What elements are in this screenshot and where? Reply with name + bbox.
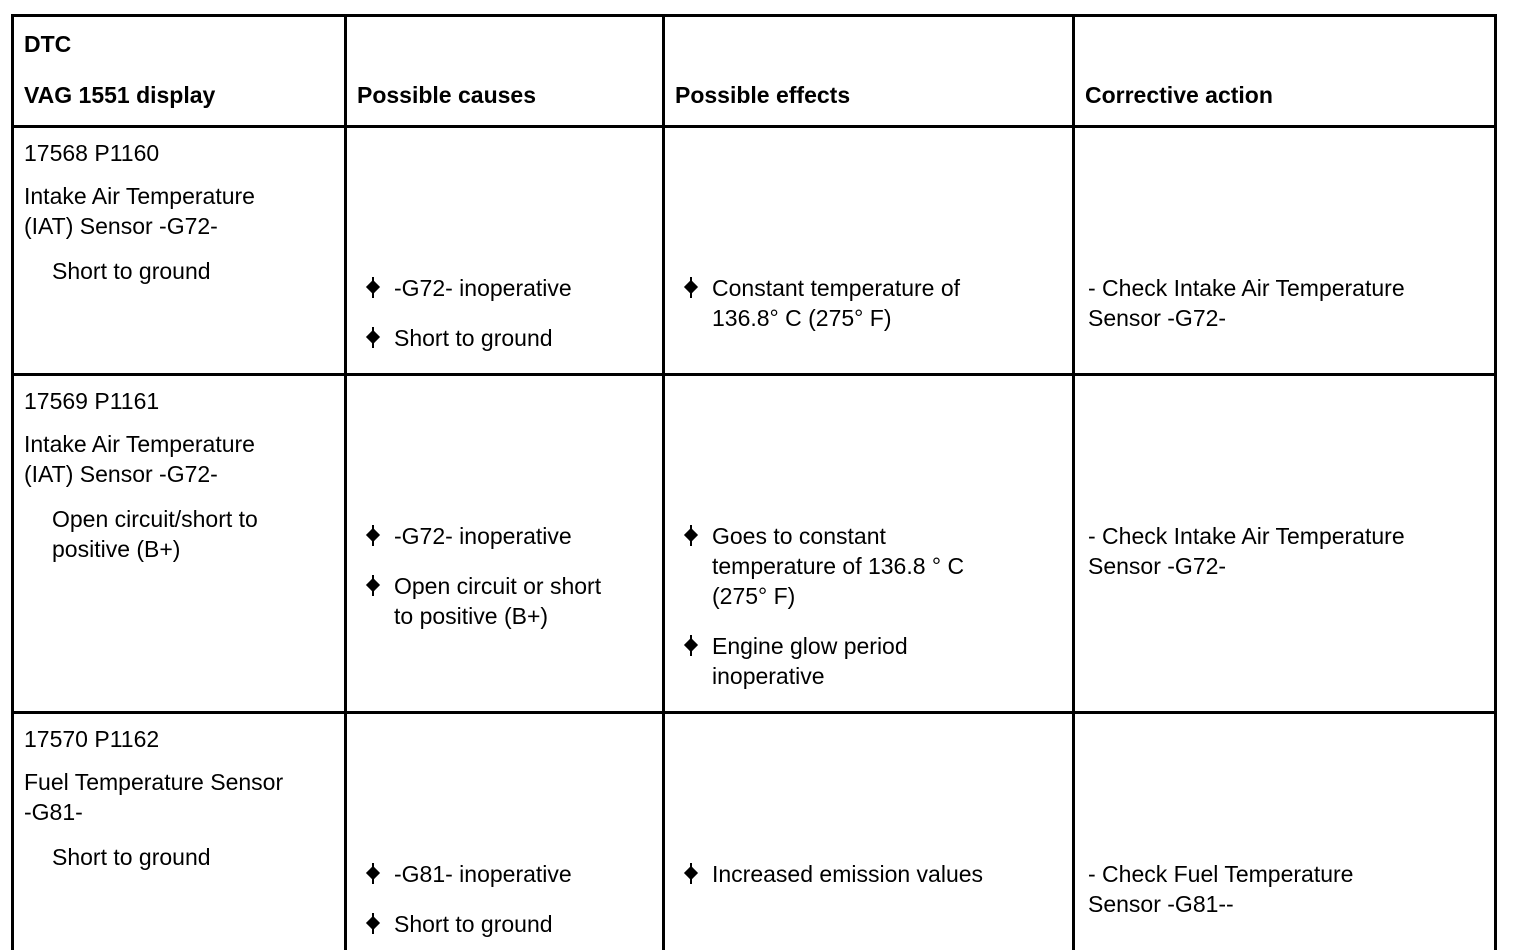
cause-text: -G72- inoperative — [394, 275, 572, 301]
dtc-cell: 17570 P1162 Fuel Temperature Sensor -G81… — [11, 711, 347, 950]
action-text: - Check Fuel Temperature Sensor -G81-- — [1088, 861, 1354, 917]
diamond-bullet-icon — [367, 571, 379, 601]
diamond-bullet-icon — [367, 859, 379, 889]
header-corrective-action: Corrective action — [1072, 14, 1497, 128]
table-row: 17568 P1160 Intake Air Temperature (IAT)… — [11, 125, 1497, 376]
header-possible-effects: Possible effects — [662, 14, 1075, 128]
dtc-table: DTC VAG 1551 display Possible causes Pos… — [11, 14, 1497, 950]
cause-text: Short to ground — [394, 325, 553, 351]
table-row: 17570 P1162 Fuel Temperature Sensor -G81… — [11, 711, 1497, 950]
action-text: - Check Intake Air Temperature Sensor -G… — [1088, 275, 1405, 331]
header-dtc-label: DTC — [24, 31, 72, 57]
header-possible-causes: Possible causes — [344, 14, 665, 128]
component-name: Fuel Temperature Sensor -G81- — [24, 769, 284, 825]
header-corrective-action-label: Corrective action — [1085, 82, 1273, 108]
cause-item: -G72- inoperative — [367, 273, 654, 303]
component-name: Intake Air Temperature (IAT) Sensor -G72… — [24, 183, 255, 239]
effects-cell: Goes to constant temperature of 136.8 ° … — [662, 373, 1075, 714]
effect-item: Increased emission values — [685, 859, 1064, 889]
effects-cell: Constant temperature of 136.8° C (275° F… — [662, 125, 1075, 376]
dtc-code: 17569 P1161 — [24, 388, 160, 414]
effect-text: Goes to constant temperature of 136.8 ° … — [712, 523, 965, 609]
diamond-bullet-icon — [367, 909, 379, 939]
cause-item: -G81- inoperative — [367, 859, 654, 889]
cause-item: Short to ground — [367, 909, 654, 939]
cause-text: -G72- inoperative — [394, 523, 572, 549]
component-name: Intake Air Temperature (IAT) Sensor -G72… — [24, 431, 255, 487]
dtc-cell: 17568 P1160 Intake Air Temperature (IAT)… — [11, 125, 347, 376]
fault-condition: Short to ground — [52, 844, 211, 870]
causes-cell: -G72- inoperative Short to ground — [344, 125, 665, 376]
action-cell: - Check Fuel Temperature Sensor -G81-- — [1072, 711, 1497, 950]
effect-text: Constant temperature of 136.8° C (275° F… — [712, 275, 961, 331]
table-row: 17569 P1161 Intake Air Temperature (IAT)… — [11, 373, 1497, 714]
causes-cell: -G81- inoperative Short to ground — [344, 711, 665, 950]
effect-item: Engine glow period inoperative — [685, 631, 1064, 691]
header-dtc-vag-display: DTC VAG 1551 display — [11, 14, 347, 128]
cause-item: Short to ground — [367, 323, 654, 353]
action-cell: - Check Intake Air Temperature Sensor -G… — [1072, 125, 1497, 376]
cause-text: Open circuit or short to positive (B+) — [394, 573, 602, 629]
header-possible-causes-label: Possible causes — [357, 82, 536, 108]
diamond-bullet-icon — [685, 631, 697, 661]
header-possible-effects-label: Possible effects — [675, 82, 851, 108]
effect-text: Engine glow period inoperative — [712, 633, 908, 689]
diamond-bullet-icon — [685, 521, 697, 551]
effect-item: Goes to constant temperature of 136.8 ° … — [685, 521, 1064, 611]
diamond-bullet-icon — [367, 273, 379, 303]
dtc-code: 17570 P1162 — [24, 726, 160, 752]
diamond-bullet-icon — [367, 323, 379, 353]
diamond-bullet-icon — [685, 859, 697, 889]
cause-text: Short to ground — [394, 911, 553, 937]
cause-text: -G81- inoperative — [394, 861, 572, 887]
fault-condition: Short to ground — [52, 258, 211, 284]
effect-text: Increased emission values — [712, 861, 984, 887]
cause-item: -G72- inoperative — [367, 521, 654, 551]
diamond-bullet-icon — [367, 521, 379, 551]
header-vag-display-label: VAG 1551 display — [24, 82, 216, 108]
dtc-cell: 17569 P1161 Intake Air Temperature (IAT)… — [11, 373, 347, 714]
effects-cell: Increased emission values — [662, 711, 1075, 950]
action-cell: - Check Intake Air Temperature Sensor -G… — [1072, 373, 1497, 714]
causes-cell: -G72- inoperative Open circuit or short … — [344, 373, 665, 714]
dtc-code: 17568 P1160 — [24, 140, 160, 166]
action-text: - Check Intake Air Temperature Sensor -G… — [1088, 523, 1405, 579]
diamond-bullet-icon — [685, 273, 697, 303]
cause-item: Open circuit or short to positive (B+) — [367, 571, 654, 631]
fault-condition: Open circuit/short to positive (B+) — [52, 506, 258, 562]
effect-item: Constant temperature of 136.8° C (275° F… — [685, 273, 1064, 333]
table-header-row: DTC VAG 1551 display Possible causes Pos… — [11, 14, 1497, 128]
